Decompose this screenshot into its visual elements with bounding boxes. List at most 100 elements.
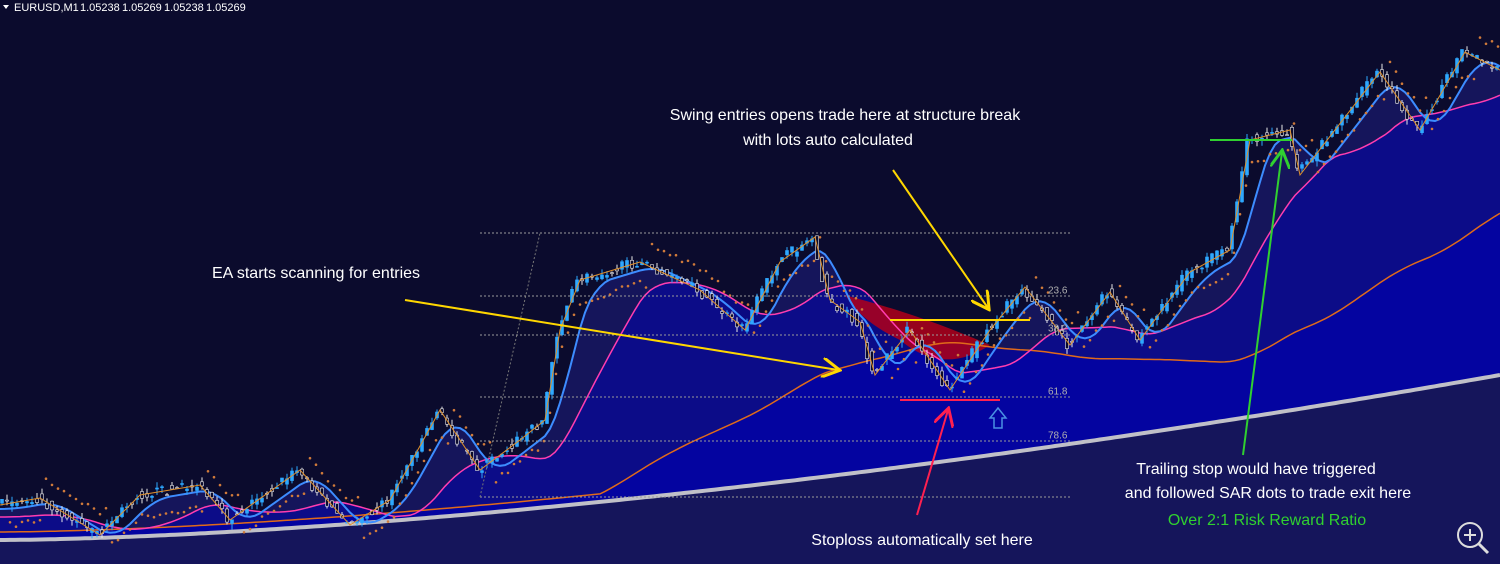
fibonacci: 23.6 38.2 61.8 78.6 xyxy=(479,232,1070,498)
candle-body xyxy=(625,260,629,268)
sar-dot xyxy=(464,426,468,429)
candle-body xyxy=(985,329,989,342)
sar-dot xyxy=(1304,144,1308,148)
sar-dot xyxy=(584,301,588,304)
sar-dot xyxy=(104,506,108,510)
sar-dot xyxy=(680,260,684,264)
sar-dot xyxy=(152,515,156,519)
candle-body xyxy=(525,431,529,442)
annotation: with lots auto calculated xyxy=(742,132,913,149)
sar-dot xyxy=(560,345,564,349)
annotation: Stoploss automatically set here xyxy=(811,532,1033,549)
sar-dot xyxy=(902,357,906,361)
sar-dot xyxy=(1238,212,1242,216)
sar-dot xyxy=(1166,324,1170,327)
price-layers xyxy=(0,36,1500,564)
sar-dot xyxy=(746,303,750,306)
sar-dot xyxy=(788,273,792,277)
sar-dot xyxy=(1052,301,1056,304)
sar-dot xyxy=(1298,148,1302,152)
sar-dot xyxy=(170,510,174,514)
symbol: EURUSD,M1 xyxy=(14,2,79,14)
candle-body xyxy=(230,519,234,524)
sar-dot xyxy=(1202,286,1206,290)
sar-dot xyxy=(614,288,618,292)
ma-line xyxy=(0,212,1500,533)
sar-dot xyxy=(476,442,480,446)
sar-dot xyxy=(1184,299,1188,302)
candle-body xyxy=(905,326,909,333)
sar-dot xyxy=(128,528,132,531)
sar-dot xyxy=(1406,92,1410,95)
candle-body xyxy=(30,502,34,504)
sar-dot xyxy=(668,253,672,257)
sar-dot xyxy=(14,525,18,528)
sar-dot xyxy=(482,443,486,446)
candle-body xyxy=(575,279,579,292)
candle-body xyxy=(280,477,284,483)
candle-body xyxy=(710,293,714,300)
candle-body xyxy=(10,501,14,507)
sar-dot xyxy=(218,483,222,487)
sar-dot xyxy=(530,448,534,452)
sar-dot xyxy=(548,411,552,415)
sar-dot xyxy=(1346,133,1350,137)
candle-body xyxy=(530,424,534,429)
sar-dot xyxy=(122,531,126,535)
sar-dot xyxy=(92,507,96,510)
candle-body xyxy=(1405,109,1409,120)
zoom-button[interactable] xyxy=(1457,522,1490,555)
menu-triangle[interactable] xyxy=(3,5,9,9)
zoom-handle[interactable] xyxy=(1477,542,1490,555)
sar-dot xyxy=(860,308,864,311)
sar-dot xyxy=(56,487,60,490)
sar-dot xyxy=(620,285,624,288)
candle-body xyxy=(1225,247,1229,252)
candle-body xyxy=(1490,66,1494,69)
sar-dot xyxy=(1112,319,1116,323)
sar-dot xyxy=(1436,117,1440,121)
sar-dot xyxy=(1472,77,1476,81)
sar-dot xyxy=(500,471,504,475)
sar-dot xyxy=(80,502,84,506)
sar-dot xyxy=(230,494,234,497)
sar-dot xyxy=(1070,321,1074,325)
sar-dot xyxy=(1292,122,1296,125)
sar-dot xyxy=(644,286,648,289)
sar-dot xyxy=(398,502,402,506)
sar-dot xyxy=(1244,184,1248,187)
sar-dot xyxy=(734,301,738,304)
sar-dot xyxy=(404,494,408,497)
sar-dot xyxy=(716,279,720,283)
sar-dot xyxy=(1058,309,1062,312)
sar-dot xyxy=(1064,318,1068,321)
candle-body xyxy=(5,499,9,502)
sar-dot xyxy=(938,351,942,354)
sar-dot xyxy=(566,331,570,334)
candle-body xyxy=(260,497,264,503)
candle-body xyxy=(645,261,649,264)
sar-dot xyxy=(626,284,630,288)
sar-dot xyxy=(1322,162,1326,166)
sar-dot xyxy=(1388,60,1392,64)
annotation: EA starts scanning for entries xyxy=(212,265,420,282)
sar-dot xyxy=(1334,150,1338,153)
buy-arrow xyxy=(988,406,1008,429)
candle-body xyxy=(835,306,839,312)
candle-body xyxy=(310,480,314,491)
sar-dot xyxy=(1268,152,1272,156)
sar-dot xyxy=(1148,345,1152,349)
price: 1.05269 xyxy=(206,2,246,14)
sar-dot xyxy=(1364,111,1368,115)
sar-dot xyxy=(836,280,840,283)
sar-dot xyxy=(1376,94,1380,98)
sar-dot xyxy=(698,269,702,272)
sar-dot xyxy=(662,249,666,253)
sar-dot xyxy=(20,520,24,524)
zoom-icon[interactable] xyxy=(1457,522,1483,548)
candle-body xyxy=(180,483,184,485)
sar-dot xyxy=(98,512,102,516)
sar-dot xyxy=(908,349,912,352)
candle-body xyxy=(390,489,394,506)
